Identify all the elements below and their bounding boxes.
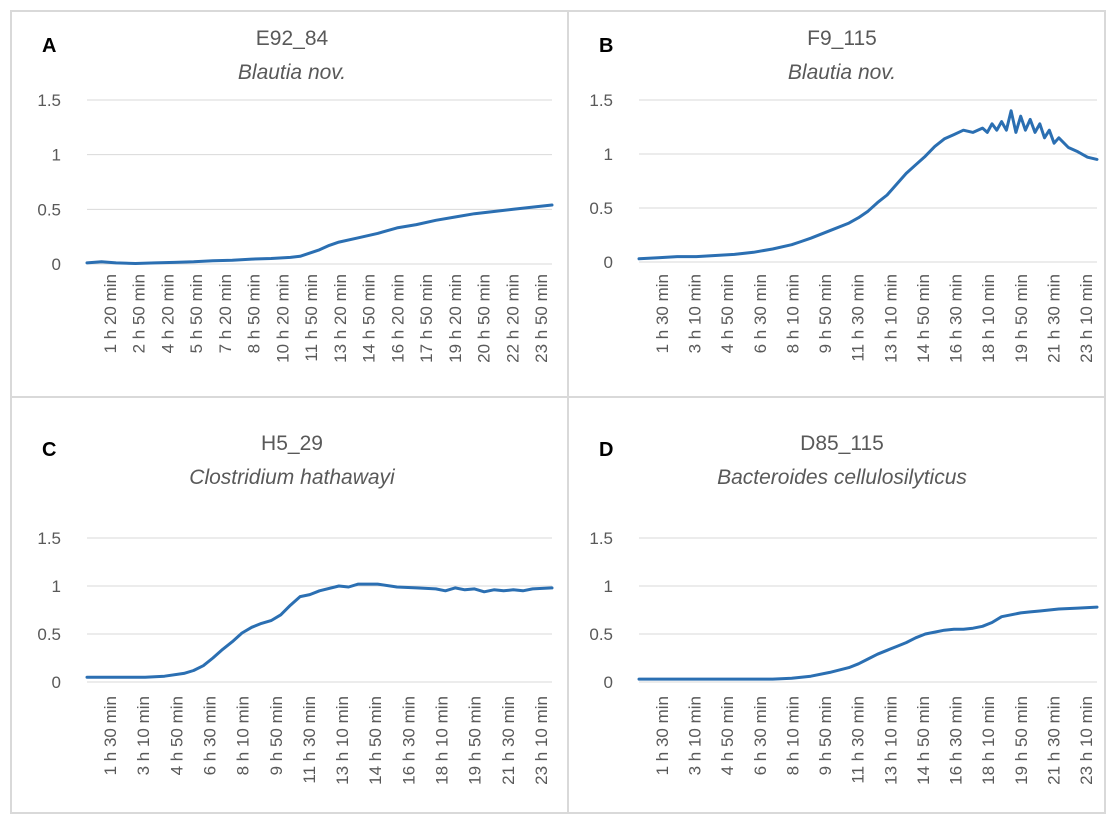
x-tick-label: 18 h 10 min xyxy=(979,696,998,785)
y-tick-label: 1 xyxy=(604,577,613,596)
x-tick-label: 16 h 30 min xyxy=(947,696,966,785)
x-tick-label: 3 h 10 min xyxy=(686,696,705,775)
y-tick-label: 1.5 xyxy=(37,91,61,110)
y-tick-label: 1.5 xyxy=(589,91,613,110)
x-tick-label: 16 h 30 min xyxy=(947,274,966,363)
x-tick-label: 23 h 10 min xyxy=(532,696,551,785)
chart-svg-a: A E92_84 Blautia nov. 0 0.5 1 1.5 1 h 20 min 2 h… xyxy=(37,27,554,363)
x-tick-label: 2 h 50 min xyxy=(130,274,149,353)
panel-label: D xyxy=(599,439,613,461)
x-tick-label: 19 h 20 min xyxy=(446,274,465,363)
chart-title: E92_84 xyxy=(256,27,329,50)
y-tick-label: 0 xyxy=(604,673,613,692)
x-tick-label: 16 h 30 min xyxy=(399,696,418,785)
chart-subtitle: Bacteroides cellulosilyticus xyxy=(717,466,967,489)
x-tick-label: 6 h 30 min xyxy=(200,696,219,775)
x-tick-label: 14 h 50 min xyxy=(914,274,933,363)
x-tick-label: 4 h 50 min xyxy=(167,696,186,775)
x-tick-label: 3 h 10 min xyxy=(686,274,705,353)
series-line xyxy=(85,582,554,679)
x-tick-label: 4 h 50 min xyxy=(718,696,737,775)
x-tick-label: 6 h 30 min xyxy=(751,696,770,775)
chart-panel-b: B F9_115 Blautia nov. 0 0.5 1 1.5 1 h 30 min 3 h… xyxy=(567,10,1106,398)
series-line xyxy=(637,109,1099,261)
x-tick-label: 19 h 50 min xyxy=(466,696,485,785)
y-tick-label: 0 xyxy=(52,673,61,692)
x-tick-label: 11 h 30 min xyxy=(300,696,319,784)
y-tick-label: 0.5 xyxy=(37,200,61,219)
series-line xyxy=(85,203,554,265)
x-tick-label: 11 h 30 min xyxy=(849,274,868,362)
x-tick-label: 8 h 50 min xyxy=(245,274,264,353)
x-tick-label: 23 h 10 min xyxy=(1077,696,1096,785)
y-tick-label: 1.5 xyxy=(37,529,61,548)
x-tick-label: 3 h 10 min xyxy=(134,696,153,775)
x-tick-label: 5 h 50 min xyxy=(187,274,206,353)
x-tick-label: 8 h 10 min xyxy=(783,274,802,353)
panel-label: C xyxy=(42,439,56,461)
x-tick-label: 18 h 10 min xyxy=(433,696,452,785)
chart-subtitle: Clostridium hathawayi xyxy=(189,466,396,489)
x-tick-label: 14 h 50 min xyxy=(360,274,379,363)
x-tick-label: 4 h 20 min xyxy=(158,274,177,353)
x-tick-label: 1 h 30 min xyxy=(101,696,120,775)
x-tick-label: 20 h 50 min xyxy=(475,274,494,363)
chart-title: H5_29 xyxy=(261,432,323,455)
x-tick-label: 13 h 20 min xyxy=(331,274,350,363)
x-tick-label: 7 h 20 min xyxy=(216,274,235,353)
x-tick-label: 19 h 50 min xyxy=(1012,274,1031,363)
x-tick-label: 21 h 30 min xyxy=(1044,696,1063,785)
x-tick-label: 8 h 10 min xyxy=(234,696,253,775)
x-tick-label: 1 h 30 min xyxy=(653,696,672,775)
x-tick-label: 8 h 10 min xyxy=(783,696,802,775)
chart-panel-d: D D85_115 Bacteroides cellulosilyticus 0 0.5… xyxy=(567,396,1106,814)
x-tick-label: 22 h 20 min xyxy=(503,274,522,363)
x-tick-label: 18 h 10 min xyxy=(979,274,998,363)
x-tick-label: 21 h 30 min xyxy=(1044,274,1063,363)
x-tick-label: 19 h 50 min xyxy=(1012,696,1031,785)
y-tick-label: 0 xyxy=(52,255,61,274)
chart-subtitle: Blautia nov. xyxy=(788,61,896,84)
y-tick-label: 1 xyxy=(52,146,61,165)
y-tick-label: 0.5 xyxy=(589,199,613,218)
x-tick-label: 9 h 50 min xyxy=(267,696,286,775)
x-tick-label: 11 h 50 min xyxy=(302,274,321,362)
x-tick-label: 23 h 10 min xyxy=(1077,274,1096,363)
x-tick-label: 14 h 50 min xyxy=(914,696,933,785)
y-tick-label: 1 xyxy=(604,145,613,164)
x-tick-label: 1 h 20 min xyxy=(101,274,120,353)
x-tick-label: 16 h 20 min xyxy=(388,274,407,363)
chart-subtitle: Blautia nov. xyxy=(238,61,346,84)
x-tick-label: 13 h 10 min xyxy=(333,696,352,785)
panel-label: A xyxy=(42,35,56,57)
x-tick-label: 6 h 30 min xyxy=(751,274,770,353)
x-tick-label: 10 h 20 min xyxy=(273,274,292,363)
y-tick-label: 1 xyxy=(52,577,61,596)
chart-svg-d: D D85_115 Bacteroides cellulosilyticus 0 0.5… xyxy=(589,432,1099,785)
chart-svg-c: C H5_29 Clostridium hathawayi 0 0.5 1 1.5 1 h 3… xyxy=(37,432,554,785)
panel-label: B xyxy=(599,35,613,57)
x-tick-label: 1 h 30 min xyxy=(653,274,672,353)
x-tick-label: 14 h 50 min xyxy=(366,696,385,785)
x-tick-label: 9 h 50 min xyxy=(816,696,835,775)
chart-title: F9_115 xyxy=(807,27,877,50)
chart-svg-b: B F9_115 Blautia nov. 0 0.5 1 1.5 1 h 30 min 3 h… xyxy=(589,27,1099,363)
y-tick-label: 0 xyxy=(604,253,613,272)
x-tick-label: 21 h 30 min xyxy=(499,696,518,785)
x-tick-label: 9 h 50 min xyxy=(816,274,835,353)
x-tick-label: 11 h 30 min xyxy=(849,696,868,784)
x-tick-label: 4 h 50 min xyxy=(718,274,737,353)
x-tick-label: 23 h 50 min xyxy=(532,274,551,363)
y-tick-label: 0.5 xyxy=(37,625,61,644)
series-line xyxy=(637,605,1099,681)
y-tick-label: 1.5 xyxy=(589,529,613,548)
chart-panel-c: C H5_29 Clostridium hathawayi 0 0.5 1 1.5 1 h 3… xyxy=(10,396,569,814)
x-tick-label: 17 h 50 min xyxy=(417,274,436,363)
chart-title: D85_115 xyxy=(800,432,884,455)
chart-panel-a: A E92_84 Blautia nov. 0 0.5 1 1.5 1 h 20 min 2 h… xyxy=(10,10,569,398)
y-tick-label: 0.5 xyxy=(589,625,613,644)
x-tick-label: 13 h 10 min xyxy=(881,274,900,363)
x-tick-label: 13 h 10 min xyxy=(881,696,900,785)
